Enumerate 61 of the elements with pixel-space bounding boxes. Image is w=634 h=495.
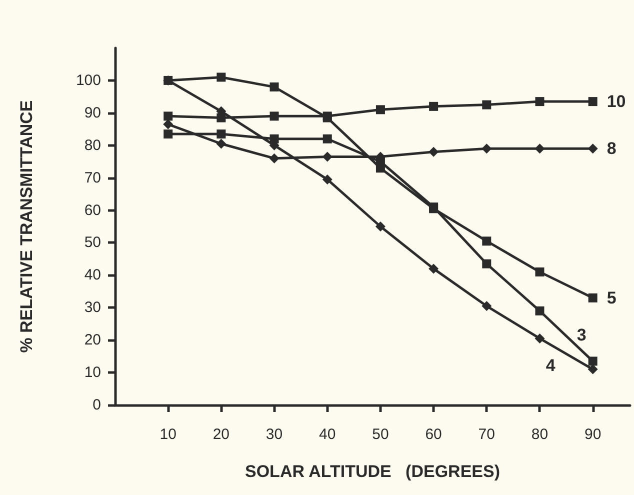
point [588, 144, 598, 154]
point [534, 144, 545, 154]
x-tick-label: 70 [478, 426, 495, 443]
x-tick-label: 10 [160, 426, 176, 443]
point [322, 174, 332, 184]
point [428, 264, 439, 274]
y-tick-label: 100 [76, 72, 101, 89]
point [270, 82, 279, 92]
point [482, 144, 492, 154]
series-label: 4 [546, 356, 556, 375]
y-axis-title: % RELATIVE TRANSMITTANCE [17, 100, 36, 353]
point [322, 152, 332, 162]
x-tick-label: 60 [425, 426, 442, 443]
point [375, 222, 386, 232]
point [216, 130, 226, 139]
point [376, 105, 385, 114]
point [535, 306, 544, 316]
point [588, 356, 598, 366]
point [376, 157, 385, 166]
point [164, 130, 173, 139]
point [270, 112, 279, 121]
point [269, 153, 280, 164]
point [216, 138, 226, 149]
point [535, 267, 544, 276]
y-tick-label: 50 [84, 234, 101, 252]
y-tick-label: 20 [84, 332, 101, 349]
x-tick-label: 20 [212, 426, 230, 443]
x-axis-title: SOLAR ALTITUDE (DEGREES) [245, 462, 500, 481]
point [428, 146, 439, 157]
y-tick-label: 0 [92, 396, 101, 414]
point [482, 301, 492, 312]
series-label: 3 [576, 326, 586, 345]
y-tick-label: 70 [84, 169, 101, 186]
point [482, 236, 492, 246]
point [588, 97, 598, 106]
point [534, 333, 545, 344]
y-tick-label: 30 [84, 299, 101, 316]
x-tick-label: 50 [372, 426, 389, 443]
point [216, 72, 226, 82]
series-label: 10 [606, 92, 626, 112]
series-label: 5 [606, 288, 616, 308]
y-tick-label: 90 [84, 104, 101, 122]
y-tick-label: 10 [84, 364, 101, 382]
point [322, 134, 332, 144]
series-label: 8 [606, 139, 616, 158]
point [163, 119, 174, 130]
point [588, 364, 598, 374]
point [482, 259, 492, 268]
y-tick-label: 60 [84, 202, 101, 219]
point [164, 112, 173, 121]
point [216, 113, 226, 122]
point [588, 293, 598, 302]
x-tick-label: 80 [531, 426, 548, 443]
point [429, 102, 438, 111]
y-tick-label: 40 [84, 266, 101, 284]
x-tick-label: 90 [584, 426, 602, 443]
point [535, 97, 544, 106]
point [482, 100, 492, 110]
y-tick-label: 80 [84, 136, 101, 154]
x-tick-label: 40 [319, 426, 336, 443]
x-tick-label: 30 [266, 426, 283, 443]
